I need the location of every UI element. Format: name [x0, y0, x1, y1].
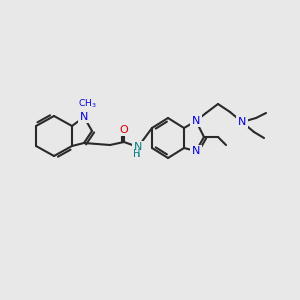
- Text: N: N: [192, 116, 200, 126]
- Text: N: N: [192, 116, 200, 126]
- Text: N: N: [238, 117, 246, 127]
- Text: O: O: [120, 125, 128, 135]
- Text: H: H: [133, 149, 141, 159]
- Text: N: N: [134, 142, 142, 152]
- Text: N: N: [80, 112, 88, 122]
- Text: N: N: [80, 112, 88, 122]
- Text: N: N: [238, 117, 246, 127]
- Text: H: H: [133, 149, 141, 159]
- Text: O: O: [120, 125, 128, 135]
- Text: CH$_3$: CH$_3$: [78, 98, 96, 110]
- Text: N: N: [134, 142, 142, 152]
- Text: N: N: [192, 146, 200, 156]
- Text: N: N: [192, 146, 200, 156]
